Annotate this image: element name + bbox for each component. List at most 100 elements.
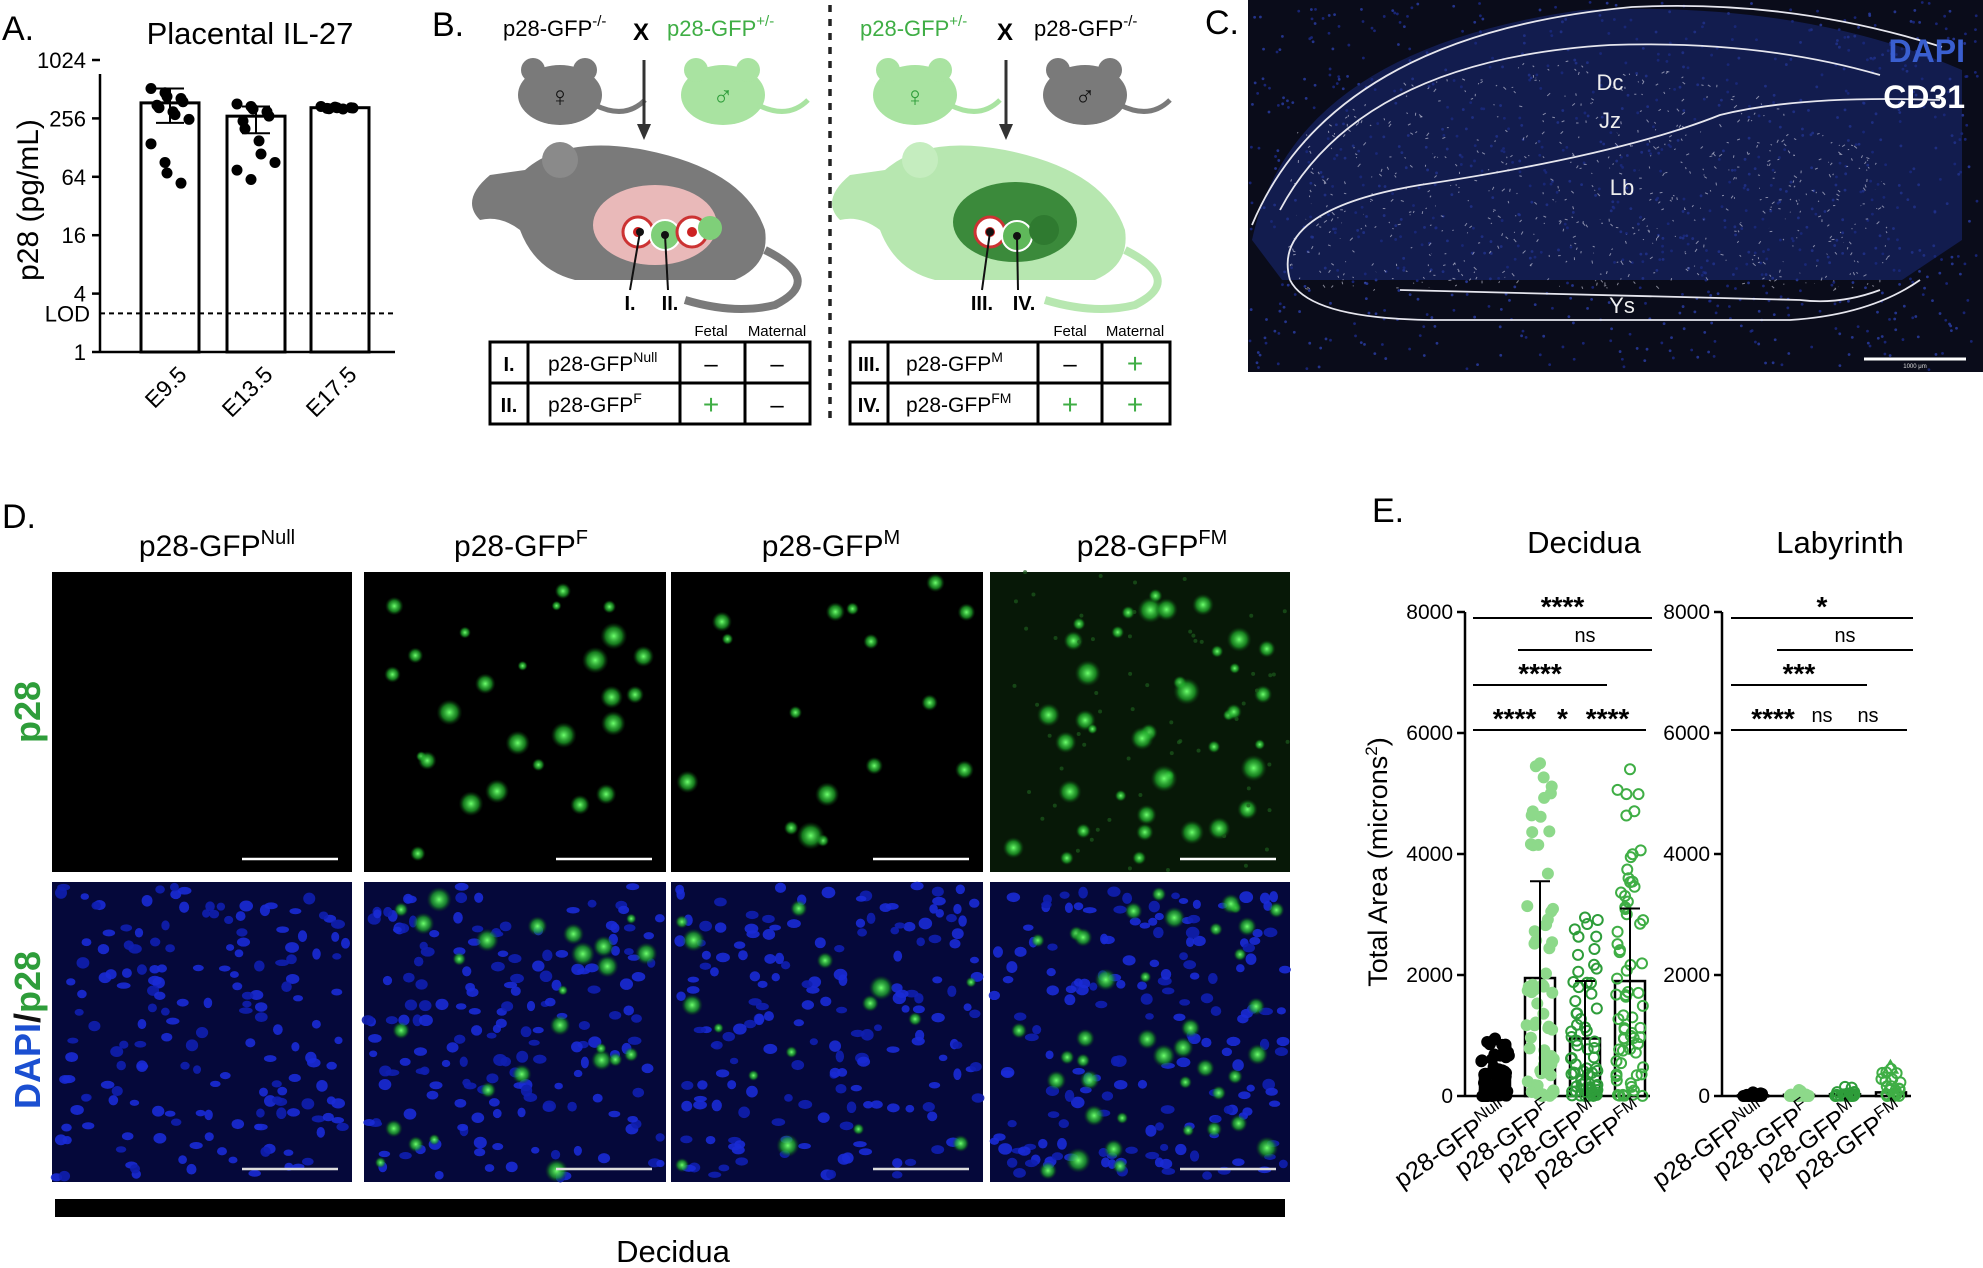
cd31-vessel xyxy=(1444,156,1447,159)
cd31-vessel xyxy=(1433,155,1436,159)
nucleus xyxy=(316,1079,328,1092)
dapi-speck xyxy=(1950,262,1954,266)
dapi-speck xyxy=(1297,9,1301,13)
nucleus xyxy=(164,1110,176,1117)
column-header: p28-GFPFM xyxy=(1077,527,1228,563)
cd31-vessel xyxy=(1799,179,1802,183)
dapi-speck xyxy=(1402,25,1406,29)
cd31-vessel xyxy=(1755,95,1760,100)
data-point xyxy=(1528,937,1541,950)
background-speck xyxy=(1090,637,1095,642)
data-point xyxy=(1571,1039,1584,1052)
column-header: p28-GFPF xyxy=(454,527,588,563)
p28-signal xyxy=(1163,906,1186,929)
nucleus xyxy=(205,901,215,912)
cd31-vessel xyxy=(1793,185,1796,188)
data-point xyxy=(1839,1080,1851,1093)
dapi-speck xyxy=(1498,325,1502,329)
dapi-speck xyxy=(1762,284,1765,288)
background-speck xyxy=(1196,748,1201,753)
cd31-vessel xyxy=(1694,248,1698,253)
cd31-vessel xyxy=(1757,142,1760,144)
nucleus xyxy=(787,919,801,929)
dapi-speck xyxy=(1968,219,1971,223)
nucleus xyxy=(418,1000,432,1012)
nucleus xyxy=(749,971,761,982)
nucleus xyxy=(774,952,785,965)
cd31-vessel xyxy=(1343,210,1346,213)
nucleus xyxy=(746,1085,758,1098)
p28-signal xyxy=(1136,804,1157,825)
cd31-vessel xyxy=(1824,275,1828,279)
y-tick-label: 0 xyxy=(1441,1085,1453,1108)
nucleus xyxy=(271,1080,282,1088)
nucleus xyxy=(81,938,92,947)
nucleus xyxy=(195,1109,206,1117)
cd31-vessel xyxy=(1542,156,1545,159)
data-point xyxy=(1893,1082,1906,1095)
dapi-speck xyxy=(1681,292,1684,296)
p28-signal xyxy=(608,1052,623,1067)
cd31-vessel xyxy=(1520,231,1524,235)
cd31-vessel xyxy=(1352,276,1355,279)
nucleus xyxy=(415,979,428,990)
cd31-vessel xyxy=(1827,209,1830,212)
p28-signal xyxy=(965,976,977,988)
nucleus xyxy=(784,1094,793,1102)
cd31-vessel xyxy=(1564,218,1568,221)
dapi-speck xyxy=(1327,31,1331,35)
dapi-speck xyxy=(1838,300,1842,304)
nucleus xyxy=(316,1126,325,1138)
nucleus xyxy=(459,1056,468,1068)
cd31-vessel xyxy=(1291,263,1293,266)
dapi-speck xyxy=(1257,146,1261,150)
cd31-vessel xyxy=(1355,122,1359,126)
nucleus xyxy=(715,1069,730,1078)
y-tick-label: 6000 xyxy=(1406,722,1453,745)
nucleus xyxy=(971,1093,985,1103)
cd31-vessel xyxy=(1874,162,1877,165)
data-point xyxy=(1880,1088,1893,1101)
cross-left-x: X xyxy=(633,19,649,46)
dapi-speck xyxy=(1964,32,1967,36)
cd31-vessel xyxy=(1609,252,1612,257)
dapi-speck xyxy=(1911,280,1915,284)
nucleus xyxy=(890,926,900,935)
p28-signal xyxy=(785,1046,798,1059)
cd31-vessel xyxy=(1328,124,1332,127)
nucleus xyxy=(510,973,524,984)
cd31-vessel xyxy=(1628,260,1632,264)
cd31-vessel xyxy=(1719,123,1722,128)
nucleus xyxy=(610,923,620,934)
nucleus xyxy=(465,982,476,992)
cd31-vessel xyxy=(1371,176,1373,178)
dapi-speck xyxy=(1337,77,1341,81)
p28-signal xyxy=(926,573,945,593)
dapi-speck xyxy=(1373,29,1376,33)
dapi-speck xyxy=(1944,27,1948,31)
cd31-vessel xyxy=(1513,238,1517,243)
nucleus xyxy=(686,986,700,994)
panel-a-label: A. xyxy=(2,10,34,48)
cd31-vessel xyxy=(1680,138,1683,141)
p28-signal xyxy=(592,935,615,958)
cd31-vessel xyxy=(1534,201,1538,205)
dapi-speck xyxy=(1572,357,1576,361)
dapi-speck xyxy=(1256,91,1260,95)
mouse-male-grey-icon: ♂ xyxy=(1043,58,1172,125)
dapi-speck xyxy=(1383,308,1386,312)
dapi-speck xyxy=(1866,329,1869,333)
cd31-vessel xyxy=(1596,282,1598,286)
nucleus xyxy=(675,884,685,895)
cd31-vessel xyxy=(1739,254,1742,257)
cd31-vessel xyxy=(1574,68,1577,71)
cd31-vessel xyxy=(1730,98,1734,101)
cd31-vessel xyxy=(1814,167,1818,170)
nucleus xyxy=(901,1005,910,1013)
cd31-vessel xyxy=(1641,79,1644,82)
cd31-vessel xyxy=(1594,189,1596,191)
nucleus xyxy=(532,1026,544,1034)
dapi-speck xyxy=(1418,334,1422,337)
cd31-vessel xyxy=(1311,167,1314,170)
background-speck xyxy=(1267,808,1272,813)
